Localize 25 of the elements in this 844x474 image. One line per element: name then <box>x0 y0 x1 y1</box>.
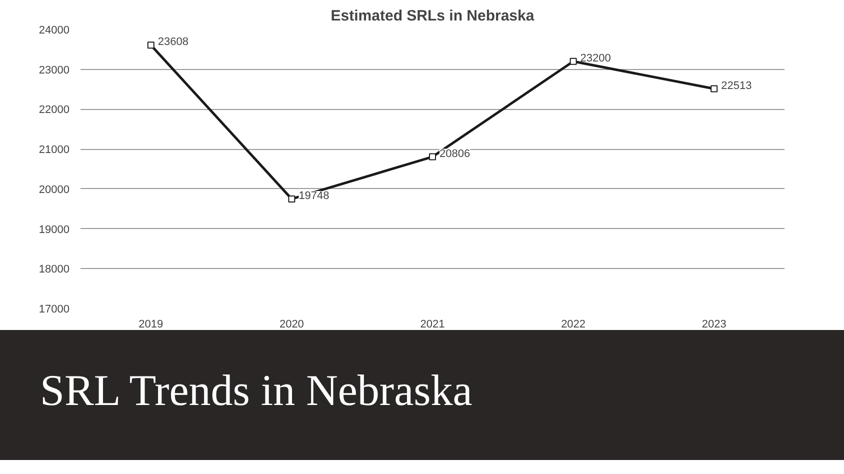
text: SRL Trends in Nebraska <box>40 365 472 417</box>
data-label: 20806 <box>440 148 470 160</box>
y-tick-label: 18000 <box>38 264 70 276</box>
x-tick-label: 2023 <box>702 318 726 330</box>
y-tick-label: 22000 <box>38 104 70 116</box>
point <box>429 153 436 160</box>
y-tick-label: 20000 <box>38 184 70 196</box>
y-tick-label: 17000 <box>38 304 70 316</box>
point <box>288 195 296 202</box>
x-tick-label: 2019 <box>138 318 164 330</box>
chart-title: Estimated SRLs in Nebraska <box>330 8 535 24</box>
y-tick-label: 24000 <box>38 24 70 36</box>
point <box>710 85 718 92</box>
y-tick-label: 19000 <box>38 224 70 236</box>
y-tick-label: 21000 <box>38 144 70 156</box>
data-label: 22513 <box>721 80 752 92</box>
data-label: 23608 <box>158 36 188 48</box>
point <box>570 58 577 65</box>
x-tick-label: 2020 <box>279 318 304 330</box>
y-tick-label: 23000 <box>38 64 70 76</box>
x-tick-label: 2021 <box>420 318 445 330</box>
data-label: 23200 <box>580 52 611 64</box>
x-tick-label: 2022 <box>561 318 586 330</box>
data-label: 19748 <box>298 190 330 202</box>
point <box>147 42 154 49</box>
